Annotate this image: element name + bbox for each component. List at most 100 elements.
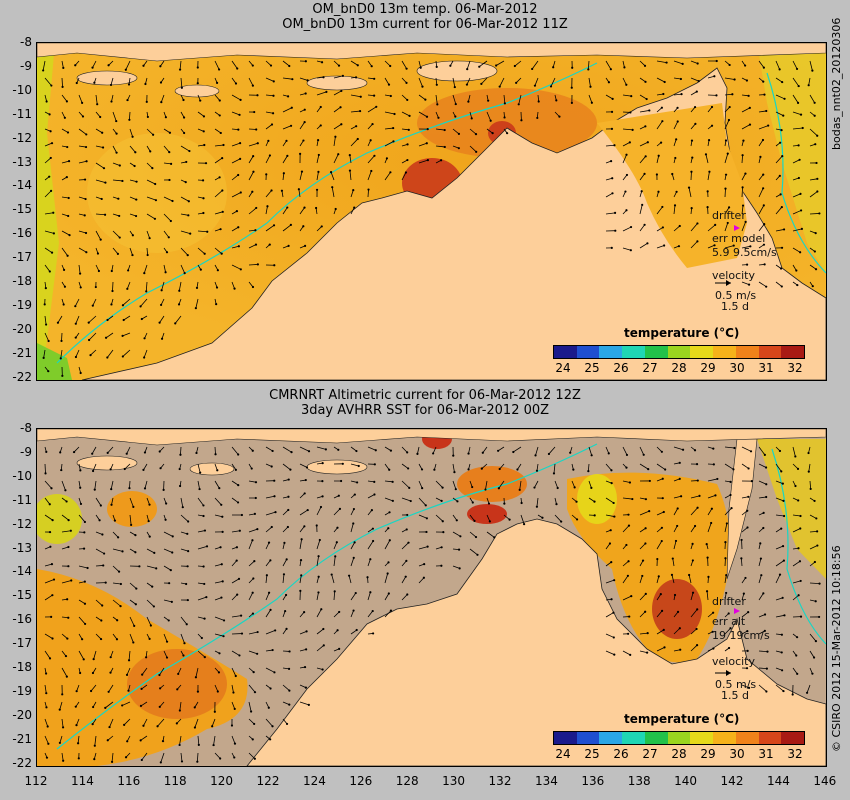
current-arrow — [724, 628, 731, 635]
current-arrow — [248, 718, 255, 725]
lon-tick-label: 118 — [163, 774, 187, 788]
current-arrow — [452, 77, 456, 88]
current-arrow-head — [319, 124, 322, 127]
current-arrow-head — [706, 206, 709, 209]
lat-tick-label: -20 — [12, 707, 32, 722]
current-arrow — [724, 245, 734, 249]
current-arrow-head — [627, 524, 631, 527]
current-arrow — [214, 144, 224, 147]
current-arrow-head — [187, 520, 190, 523]
current-arrow — [316, 91, 327, 96]
current-arrow — [214, 211, 223, 215]
current-arrow-head — [128, 118, 131, 121]
current-arrow — [265, 526, 273, 533]
current-arrow — [587, 463, 590, 472]
current-arrow-head — [141, 673, 144, 676]
current-arrow-head — [304, 60, 307, 63]
current-arrow-head — [84, 231, 88, 235]
current-arrow-head — [646, 141, 649, 144]
current-arrow-head — [256, 528, 259, 531]
current-arrow — [707, 508, 713, 516]
bottom-velocity-ref-head — [726, 670, 731, 676]
top-cool-patch — [87, 133, 227, 253]
current-arrow — [690, 644, 698, 652]
current-arrow — [265, 190, 272, 198]
current-arrow — [231, 594, 238, 601]
top-map-panel[interactable]: drifter err model 5.9 9.5cm/s velocity 0… — [36, 42, 827, 381]
current-arrow-head — [746, 509, 749, 512]
current-arrow-head — [134, 534, 137, 537]
current-arrow-head — [202, 565, 205, 568]
current-arrow — [401, 172, 407, 181]
current-arrow-head — [696, 608, 699, 611]
current-arrow — [331, 574, 335, 584]
current-arrow-head — [237, 128, 240, 131]
current-arrow-head — [104, 181, 107, 184]
current-arrow-head — [219, 131, 222, 135]
current-arrow-head — [355, 628, 358, 632]
current-arrow — [60, 349, 63, 359]
current-arrow — [688, 187, 692, 198]
current-arrow-head — [164, 271, 167, 274]
current-arrow-head — [251, 738, 254, 741]
current-arrow-head — [679, 77, 682, 81]
current-arrow-head — [202, 115, 206, 118]
current-arrow — [452, 128, 460, 135]
colorbar-tick-label: 25 — [584, 361, 600, 375]
current-arrow-head — [515, 81, 518, 84]
current-arrow — [705, 154, 709, 164]
current-arrow — [265, 124, 273, 130]
current-arrow — [180, 514, 189, 522]
current-arrow-head — [300, 538, 303, 541]
current-arrow-head — [45, 756, 49, 759]
current-arrow-head — [710, 507, 713, 510]
bottom-velocity-days: 1.5 d — [721, 689, 749, 702]
current-arrow-head — [659, 141, 663, 144]
lon-tick-label: 130 — [442, 774, 466, 788]
current-arrow — [333, 123, 342, 130]
current-arrow — [809, 530, 818, 533]
current-arrow-head — [83, 580, 86, 583]
bottom-map-panel[interactable]: drifter err alt 19 19cm/s velocity 0.5 m… — [36, 428, 827, 767]
current-arrow-head — [256, 263, 259, 266]
top-drifter-marker — [734, 225, 740, 231]
current-arrow — [95, 145, 104, 148]
colorbar-tick-label: 24 — [555, 747, 571, 761]
current-arrow — [622, 497, 633, 500]
current-arrow — [486, 514, 491, 522]
current-arrow — [418, 514, 428, 519]
current-arrow-head — [254, 496, 257, 500]
current-arrow — [741, 684, 750, 689]
current-arrow-head — [767, 124, 770, 127]
current-arrow-head — [274, 511, 277, 514]
current-arrow-head — [781, 545, 785, 548]
current-arrow-head — [159, 467, 162, 470]
current-arrow — [180, 446, 182, 455]
current-arrow-head — [270, 525, 273, 529]
current-arrow-head — [657, 154, 660, 157]
current-arrow-head — [253, 757, 256, 760]
current-arrow-head — [175, 722, 178, 725]
current-arrow-head — [334, 207, 337, 211]
current-arrow — [673, 60, 683, 65]
current-arrow-head — [256, 652, 259, 655]
current-arrow-head — [237, 577, 241, 580]
current-arrow-head — [123, 467, 126, 471]
current-arrow-head — [643, 223, 646, 226]
current-arrow-head — [177, 303, 181, 306]
current-arrow-head — [251, 612, 255, 615]
current-arrow — [61, 633, 68, 639]
current-arrow — [78, 247, 87, 253]
current-arrow-head — [130, 523, 133, 527]
current-arrow-head — [352, 507, 356, 511]
current-arrow-head — [289, 124, 293, 127]
current-arrow-head — [178, 709, 181, 712]
current-arrow-head — [537, 100, 540, 103]
top-west-edge — [37, 43, 59, 380]
current-arrow-head — [712, 463, 715, 466]
current-arrow-head — [238, 654, 241, 657]
current-arrow-head — [357, 464, 360, 468]
current-arrow-head — [196, 690, 200, 693]
current-arrow — [367, 123, 373, 130]
current-arrow — [197, 530, 206, 533]
